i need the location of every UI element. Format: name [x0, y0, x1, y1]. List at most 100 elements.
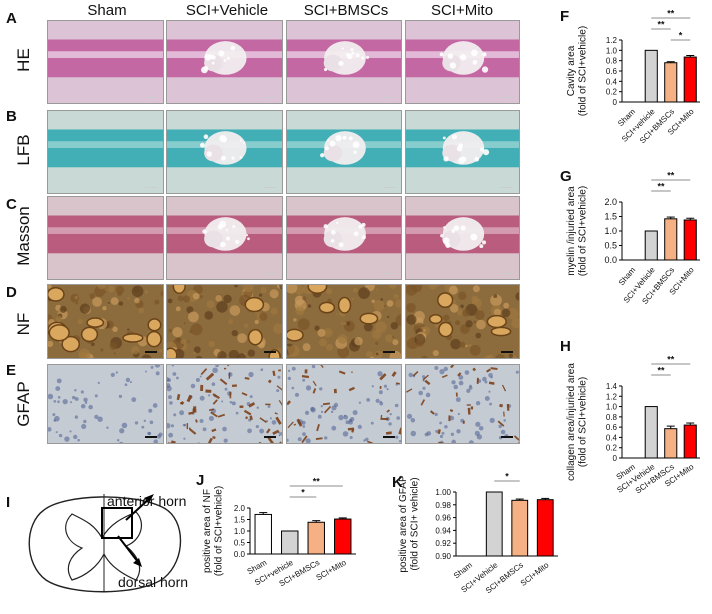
micrograph-gfap-mito — [405, 364, 520, 444]
y-tick-label: 1.2 — [606, 36, 618, 45]
micrograph-lfb-mito — [405, 110, 520, 194]
cord-outline — [28, 496, 182, 593]
region-box — [101, 507, 133, 539]
column-header-sham: Sham — [87, 2, 127, 19]
scale-bar — [264, 436, 276, 438]
micrograph-nf-sham — [47, 284, 164, 359]
micrograph-gfap-sham — [47, 364, 164, 444]
scale-bar — [383, 273, 395, 274]
scale-bar — [383, 351, 395, 353]
y-tick-label: 0.6 — [606, 67, 618, 76]
micrograph-gfap-bmscs — [286, 364, 402, 444]
scale-bar — [383, 97, 395, 98]
significance-label: * — [679, 31, 683, 41]
scale-bar — [501, 97, 513, 98]
significance-label: ** — [657, 20, 665, 30]
significance-label: ** — [667, 171, 675, 181]
micrograph-lfb-bmscs — [286, 110, 402, 194]
scale-bar — [383, 187, 395, 188]
chart-cavity-area: 00.2 0.40.60.8 1.01.2 Cavity area(fold of S… — [566, 9, 700, 145]
bar-sci-bmscs — [664, 62, 678, 103]
y-tick-label: 0.94 — [435, 526, 451, 535]
micrograph-masson-bmscs — [286, 196, 402, 280]
panel-letter-e: E — [6, 362, 17, 379]
y-axis-label: Cavity area(fold of SCI+vehicle) — [566, 26, 589, 116]
y-tick-label: 1.0 — [606, 46, 618, 55]
scale-bar — [145, 97, 157, 98]
y-tick-label: 0.98 — [435, 501, 451, 510]
bar-sci-mito — [683, 424, 697, 459]
micrograph-nf-mito — [405, 284, 520, 359]
y-tick-label: 0 — [613, 98, 618, 107]
column-header-sci-mito: SCI+Mito — [430, 2, 494, 19]
micrograph-masson-mito — [405, 196, 520, 280]
spinal-cord-diagram — [28, 494, 182, 593]
panel-letter-a: A — [6, 10, 17, 27]
bar-sci-mito — [683, 219, 697, 261]
micrograph-masson-vehicle — [166, 196, 283, 280]
y-tick-label: 0.2 — [606, 88, 618, 97]
chart-gfap-positive-area: 0.90 0.92 0.94 0.96 0.98 1.00 positive area of… — [398, 472, 558, 595]
micrograph-lfb-sham — [47, 110, 164, 194]
anterior-arrow-shaft — [125, 497, 151, 521]
gray-matter-outline — [65, 511, 143, 581]
bar-sci-mito — [334, 518, 352, 555]
chart-collagen-area: 00.2 0.40.60.81.0 1.21.4 collagen area/inju… — [566, 355, 700, 496]
y-tick-label: 0.5 — [604, 241, 617, 251]
micrograph-lfb-vehicle — [166, 110, 283, 194]
panel-letter-g: G — [560, 168, 572, 185]
y-tick-label: 1.4 — [606, 382, 618, 391]
micrograph-he-sham — [47, 20, 164, 104]
significance-label: ** — [667, 9, 675, 19]
bar-sci-vehicle — [281, 530, 299, 555]
anterior-horn-label: anterior horn — [107, 493, 187, 509]
scale-bar — [501, 273, 513, 274]
y-tick-label: 2.0 — [604, 197, 617, 207]
y-tick-label: 1.5 — [604, 212, 617, 222]
micrograph-gfap-vehicle — [166, 364, 283, 444]
panel-letter-f: F — [560, 8, 570, 25]
y-tick-label: 1.2 — [606, 392, 618, 401]
y-tick-label: 0.0 — [234, 550, 246, 559]
row-label-gfap: GFAP — [14, 381, 33, 427]
bar-sci-bmscs — [664, 218, 678, 261]
significance-label: ** — [657, 182, 665, 192]
bar-sci-vehicle — [644, 230, 658, 261]
panel-letter-c: C — [6, 196, 17, 213]
scale-bar — [501, 351, 513, 353]
scale-bar — [145, 273, 157, 274]
row-label-masson: Masson — [14, 206, 33, 266]
scale-bar — [501, 436, 513, 438]
y-tick-label: 1.00 — [435, 488, 451, 497]
significance-label: * — [301, 488, 305, 498]
y-tick-label: 0.8 — [606, 413, 618, 422]
chart-myelin-area: 0.0 0.5 1.0 1.5 2.0 myelin /injuried area(fol… — [566, 171, 700, 306]
micrograph-nf-bmscs — [286, 284, 402, 359]
bar-sci-vehicle — [644, 49, 658, 103]
micrograph-he-bmscs — [286, 20, 402, 104]
anterior-arrow-head — [144, 494, 154, 503]
bar-sci-mito — [683, 56, 697, 103]
dorsal-arrow-head — [133, 558, 142, 567]
y-axis-label: positive area of GFAP(fold of SCI+ vehic… — [398, 475, 421, 573]
bar-sci-vehicle — [644, 406, 658, 459]
y-tick-label: 0.4 — [606, 77, 618, 86]
scale-bar — [501, 187, 513, 188]
panel-letter-j: J — [196, 472, 205, 489]
significance-label: * — [505, 472, 509, 482]
micrograph-masson-sham — [47, 196, 164, 280]
y-tick-label: 0.0 — [604, 255, 617, 265]
y-tick-label: 0.96 — [435, 514, 451, 523]
panel-letter-i: I — [6, 494, 11, 511]
dorsal-arrow-shaft — [117, 535, 139, 563]
micrograph-he-mito — [405, 20, 520, 104]
y-tick-label: 0 — [613, 454, 618, 463]
significance-label: ** — [657, 366, 665, 376]
y-axis-label: myelin /injuried area(fold of SCI+vehicl… — [566, 186, 589, 276]
scale-bar — [264, 351, 276, 353]
category-label: SCI+Mito — [519, 560, 551, 588]
y-axis-label: collagen area/injuried area(fold of SCI+… — [566, 363, 589, 481]
scale-bar — [264, 97, 276, 98]
bar-sci-bmscs — [511, 499, 529, 557]
category-label: SCI+Mito — [315, 558, 349, 583]
